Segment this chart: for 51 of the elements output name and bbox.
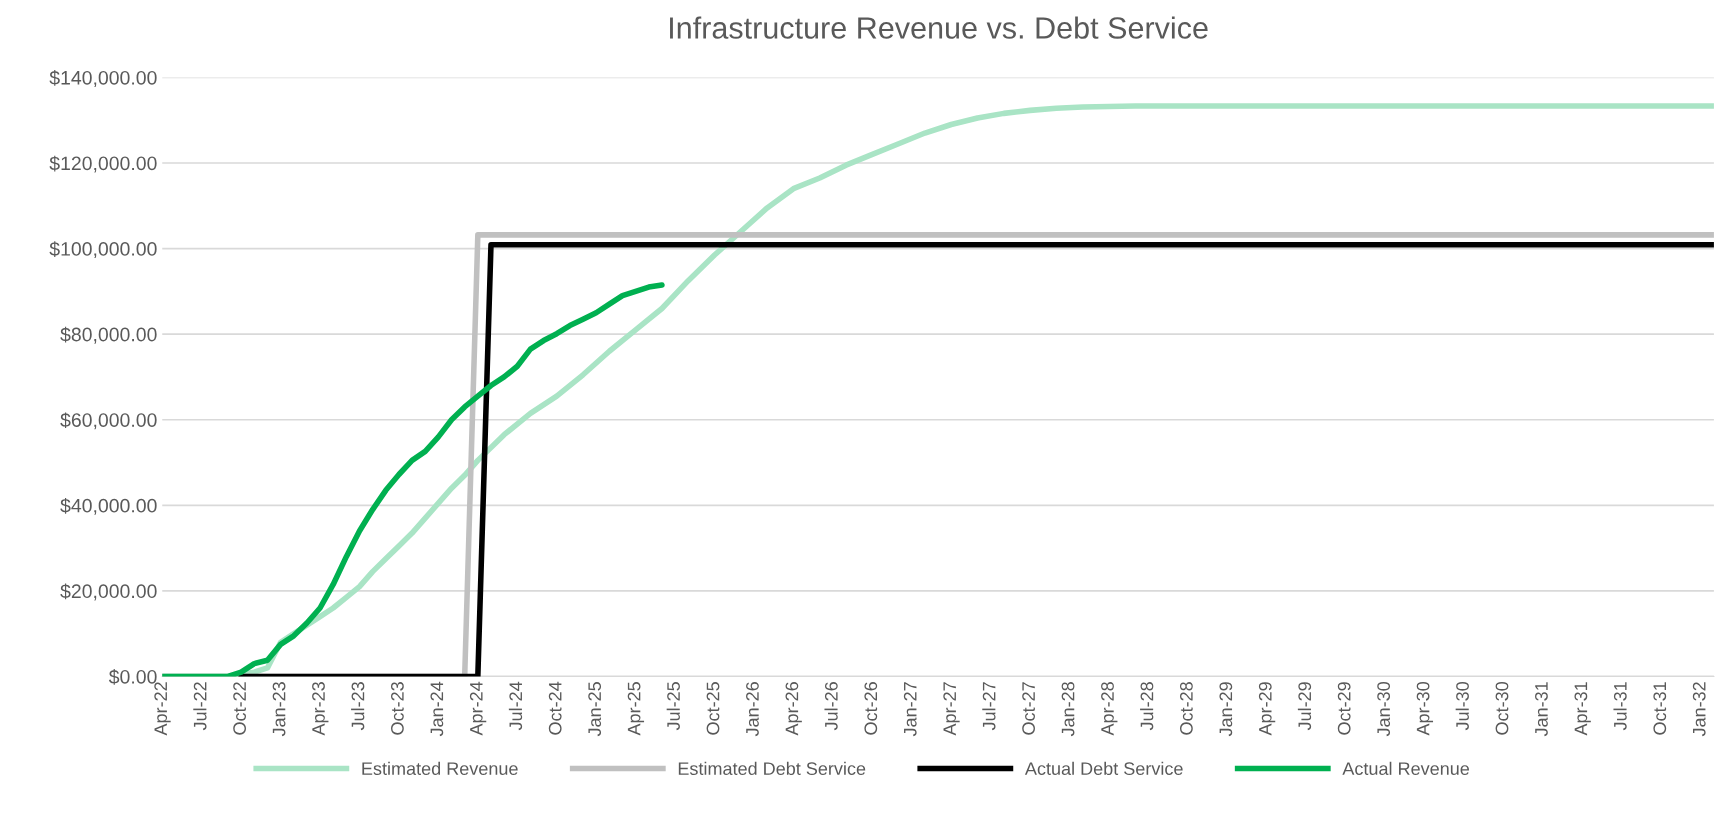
y-tick-label: $60,000.00 [60, 412, 157, 430]
x-tick-label: Oct-23 [391, 682, 404, 735]
x-tick-label: Jul-31 [1613, 682, 1627, 731]
x-tick-label: Jul-29 [1297, 682, 1312, 731]
x-tick-label: Jul-28 [1140, 682, 1154, 731]
x-tick-label: Jan-27 [903, 682, 917, 737]
x-tick-label: Jul-30 [1455, 682, 1469, 731]
x-tick-label: Jan-24 [430, 681, 444, 737]
x-tick-label: Jan-25 [588, 682, 602, 737]
legend-label: Estimated Debt Service [678, 761, 866, 776]
y-tick-label: $80,000.00 [60, 326, 157, 344]
x-tick-label: Oct-26 [864, 682, 878, 735]
x-tick-label: Jan-26 [746, 682, 759, 737]
x-tick-label: Oct-30 [1495, 682, 1509, 735]
legend-label: Actual Revenue [1342, 761, 1470, 776]
x-tick-label: Jan-29 [1219, 682, 1233, 737]
x-tick-label: Jul-23 [351, 682, 365, 731]
legend-label: Estimated Revenue [362, 761, 518, 776]
y-tick-label: $140,000.00 [49, 70, 157, 87]
x-tick-label: Apr-30 [1416, 682, 1434, 736]
x-tick-label: Oct-31 [1653, 682, 1667, 735]
x-tick-label: Jan-30 [1377, 682, 1391, 737]
x-tick-label: Oct-28 [1179, 682, 1193, 735]
x-tick-label: Jul-25 [666, 682, 680, 731]
x-tick-label: Apr-28 [1101, 682, 1118, 736]
x-tick-label: Apr-24 [469, 681, 487, 736]
x-tick-label: Jul-22 [193, 682, 207, 731]
x-tick-label: Oct-24 [548, 681, 562, 735]
y-tick-label: $120,000.00 [49, 155, 157, 173]
x-tick-label: Oct-25 [706, 682, 720, 735]
x-tick-label: Apr-23 [312, 682, 329, 736]
x-tick-label: Jul-27 [982, 682, 996, 731]
x-tick-label: Apr-31 [1574, 682, 1591, 736]
x-tick-label: Apr-27 [943, 682, 960, 736]
x-tick-label: Jan-28 [1061, 682, 1075, 737]
x-tick-label: Jan-32 [1692, 682, 1706, 737]
x-tick-label: Jul-24 [508, 681, 523, 731]
x-tick-label: Apr-29 [1258, 682, 1276, 736]
x-tick-label: Jul-26 [824, 682, 838, 731]
x-tick-label: Jan-31 [1535, 682, 1548, 737]
x-tick-label: Oct-22 [233, 682, 246, 735]
y-tick-label: $40,000.00 [60, 497, 157, 515]
x-tick-label: Oct-29 [1337, 682, 1351, 735]
x-tick-label: Apr-26 [785, 682, 802, 736]
x-tick-label: Jan-23 [272, 682, 286, 737]
x-tick-label: Oct-27 [1022, 682, 1035, 735]
x-tick-label: Apr-25 [627, 682, 645, 736]
y-tick-label: $100,000.00 [49, 241, 157, 259]
y-tick-label: $20,000.00 [60, 583, 157, 601]
legend-label: Actual Debt Service [1024, 761, 1183, 776]
chart-title: Infrastructure Revenue vs. Debt Service [670, 16, 1208, 39]
